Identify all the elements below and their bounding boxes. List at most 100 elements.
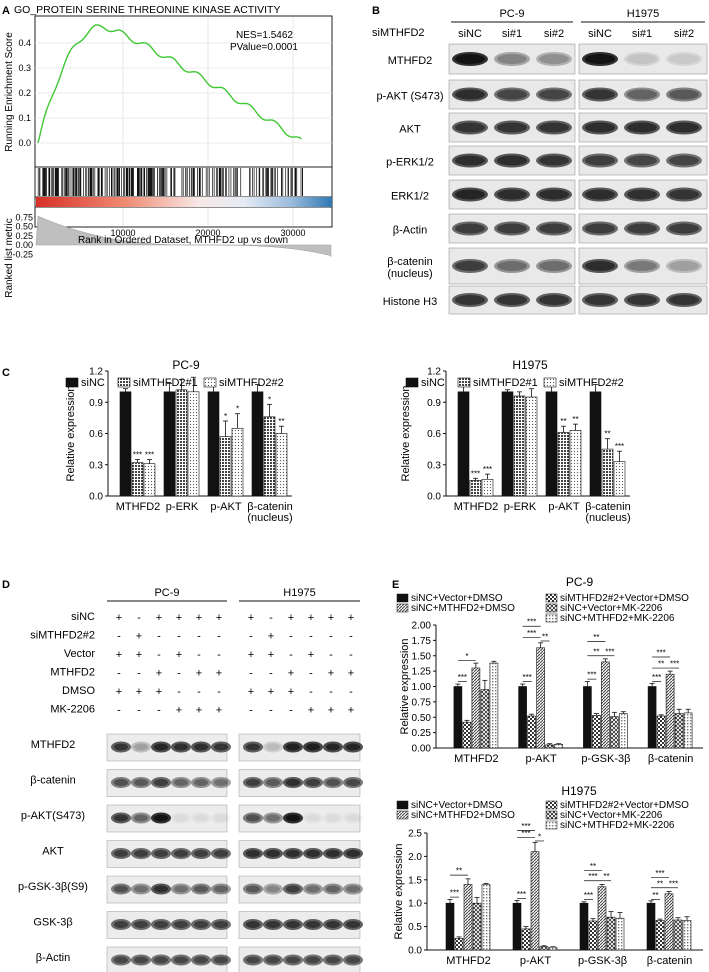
condition-sign: + xyxy=(156,668,162,680)
category-label: p-GSK-3β xyxy=(578,955,627,967)
condition-sign: + xyxy=(288,668,294,680)
blot-group-label: PC-9 xyxy=(499,8,524,20)
legend-label: siMTHFD2#1 xyxy=(473,377,538,389)
category-label: MTHFD2 xyxy=(454,753,499,765)
western-blot-panel-d: PC-9 H1975 siNC + - + + + + + - + + + + siMTHFD2#2 - + - - -… xyxy=(18,587,363,972)
lane-label: si#2 xyxy=(544,28,564,40)
condition-sign: - xyxy=(117,631,121,643)
blot-band xyxy=(582,221,618,236)
blot-band xyxy=(171,777,191,788)
condition-sign: - xyxy=(309,686,313,698)
legend-swatch xyxy=(396,603,409,613)
condition-sign: + xyxy=(248,686,254,698)
legend-label: siNC+Vector+DMSO xyxy=(411,800,503,811)
legend-label: siMTHFD2#2+Vector+DMSO xyxy=(560,593,689,604)
significance-label: ** xyxy=(658,660,664,669)
condition-sign: - xyxy=(137,612,141,624)
bar xyxy=(480,689,490,749)
significance-label: ** xyxy=(652,891,658,900)
significance-label: ** xyxy=(542,632,548,641)
legend-swatch xyxy=(396,810,409,820)
blot-band xyxy=(151,954,171,966)
significance-label: *** xyxy=(652,673,661,682)
bar xyxy=(453,686,463,749)
y-axis-label: Relative expression xyxy=(65,386,77,482)
blot-band xyxy=(624,187,660,202)
bar xyxy=(592,715,601,749)
legend-swatch xyxy=(405,377,419,388)
condition-sign: - xyxy=(269,668,273,680)
category-label: p-ERK xyxy=(166,501,199,513)
blot-band xyxy=(666,153,702,168)
significance-label: * xyxy=(538,832,541,841)
y-axis-label: Relative expression xyxy=(399,639,411,735)
condition-label: MTHFD2 xyxy=(50,667,95,679)
blot-band xyxy=(151,848,171,859)
blot-band xyxy=(494,293,530,307)
blot-row-label: MTHFD2 xyxy=(31,739,76,751)
significance-label: *** xyxy=(458,673,467,682)
blot-group-label: H1975 xyxy=(283,587,315,599)
blot-row-label: Histone H3 xyxy=(383,296,437,308)
significance-label: * xyxy=(224,412,227,421)
y-axis-label: Relative expression xyxy=(393,844,405,940)
blot-band xyxy=(131,848,151,859)
blot-band xyxy=(303,919,323,930)
legend-label: siNC+Vector+DMSO xyxy=(411,593,503,604)
es-axis-label: Running Enrichment Score xyxy=(4,32,15,152)
blot-band xyxy=(131,919,151,930)
condition-sign: - xyxy=(117,668,121,680)
bar xyxy=(606,916,616,951)
bar xyxy=(251,391,264,497)
lane-label: si#2 xyxy=(674,28,694,40)
blot-row-label: β-Actin xyxy=(36,952,70,964)
blot-band xyxy=(582,153,618,168)
y-tick-label: 0.50 xyxy=(412,713,432,724)
bar xyxy=(501,391,514,497)
bar xyxy=(131,462,144,497)
gsea-plot: NES=1.5462 PValue=0.0001 Running Enrichm… xyxy=(4,15,333,298)
condition-sign: - xyxy=(249,631,253,643)
blot-band xyxy=(494,259,530,273)
bar-chart-c-h1975: H1975 0.0 0.3 0.6 0.9 1.2 Relative expression *… xyxy=(400,358,631,524)
condition-sign: + xyxy=(136,649,142,661)
blot-band xyxy=(243,954,263,966)
gsea-title: GO_PROTEIN SERINE THREONINE KINASE ACTIV… xyxy=(14,4,280,16)
es-tick-label: 0.0 xyxy=(18,138,31,148)
condition-sign: + xyxy=(328,705,334,717)
chart-title: H1975 xyxy=(561,784,597,798)
bar xyxy=(615,917,625,951)
condition-sign: + xyxy=(268,649,274,661)
condition-sign: - xyxy=(177,631,181,643)
blot-band xyxy=(303,848,323,859)
simthfd2-row-header: siMTHFD2 xyxy=(372,27,425,39)
ranked-metric-area xyxy=(35,215,332,257)
bar xyxy=(471,667,481,749)
panel-letter-a: A xyxy=(2,5,10,17)
bar xyxy=(683,712,693,749)
blot-band xyxy=(343,741,363,753)
blot-band xyxy=(323,954,343,966)
bar xyxy=(175,389,188,497)
blot-band xyxy=(211,883,231,895)
category-label: p-AKT xyxy=(548,501,579,513)
blot-band xyxy=(536,293,572,307)
bar xyxy=(597,886,607,951)
legend-swatch xyxy=(545,810,558,820)
blot-band xyxy=(582,120,618,135)
blot-band xyxy=(131,883,151,895)
blot-band xyxy=(171,883,191,895)
blot-band xyxy=(536,120,572,135)
legend-swatch xyxy=(545,800,558,810)
condition-sign: - xyxy=(329,631,333,643)
y-tick-label: 1.50 xyxy=(412,651,432,662)
blot-band xyxy=(111,741,131,753)
significance-label: ** xyxy=(278,417,284,426)
blot-band xyxy=(111,812,131,824)
blot-band xyxy=(666,87,702,102)
legend-swatch xyxy=(545,603,558,613)
legend-label: siNC+MTHFD2+MK-2206 xyxy=(560,613,675,624)
blot-band xyxy=(582,87,618,102)
blot-band xyxy=(452,187,488,202)
blot-row-label: p-ERK1/2 xyxy=(386,157,434,169)
